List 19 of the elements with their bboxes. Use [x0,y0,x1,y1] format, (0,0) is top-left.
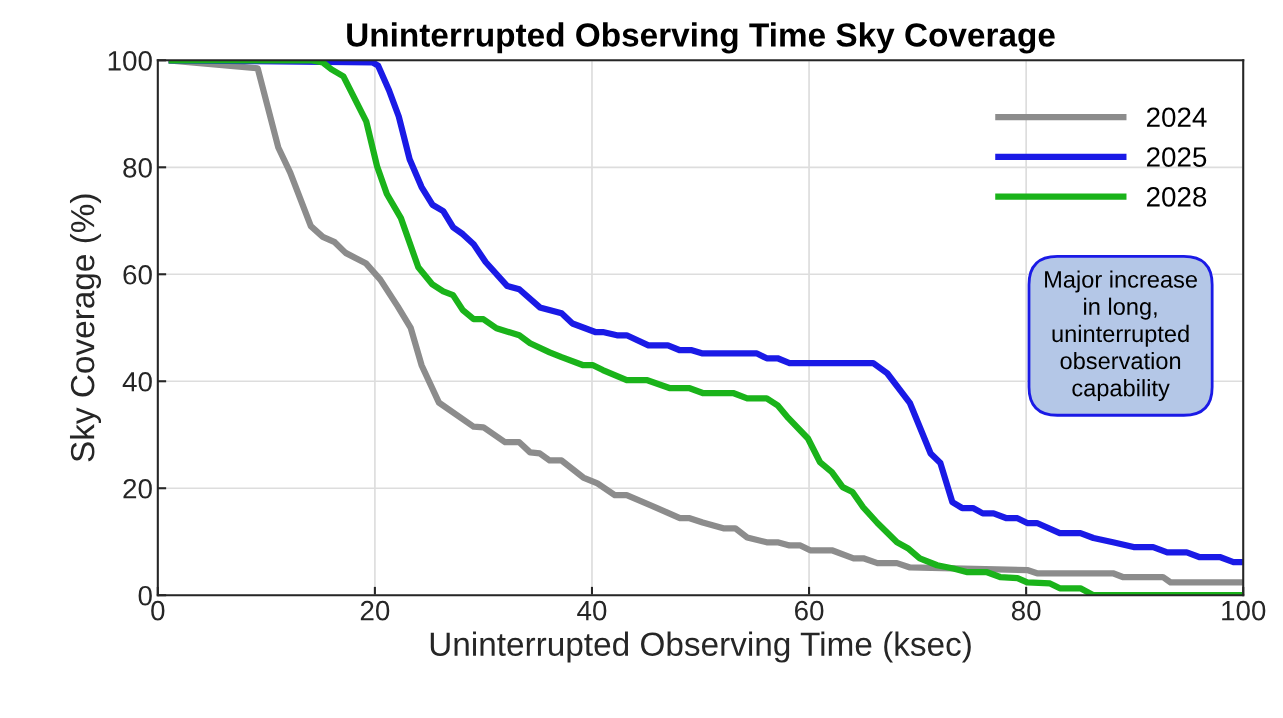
legend-label: 2024 [1146,107,1207,128]
y-tick-label: 20 [123,478,152,499]
y-axis-title: Sky Coverage (%) [69,194,102,462]
x-axis-title: Uninterrupted Observing Time (ksec) [430,631,971,663]
x-tick-label: 100 [1222,600,1266,621]
x-tick-label: 80 [1011,600,1041,621]
x-tick-label: 20 [360,600,390,621]
y-tick-label: 100 [108,50,152,71]
x-tick-label: 60 [795,600,824,621]
x-tick-label: 0 [151,600,165,621]
y-tick-label: 40 [122,371,152,392]
chart-title: Uninterrupted Observing Time Sky Coverage [347,22,1055,54]
y-tick-label: 60 [123,264,152,285]
y-tick-label: 0 [138,585,152,606]
legend-label: 2028 [1146,187,1207,207]
annotation: Major increase in long, uninterrupted observation capability [1045,270,1197,402]
x-tick-label: 40 [577,600,607,621]
legend-label: 2025 [1146,147,1207,167]
y-tick-label: 80 [123,157,152,178]
